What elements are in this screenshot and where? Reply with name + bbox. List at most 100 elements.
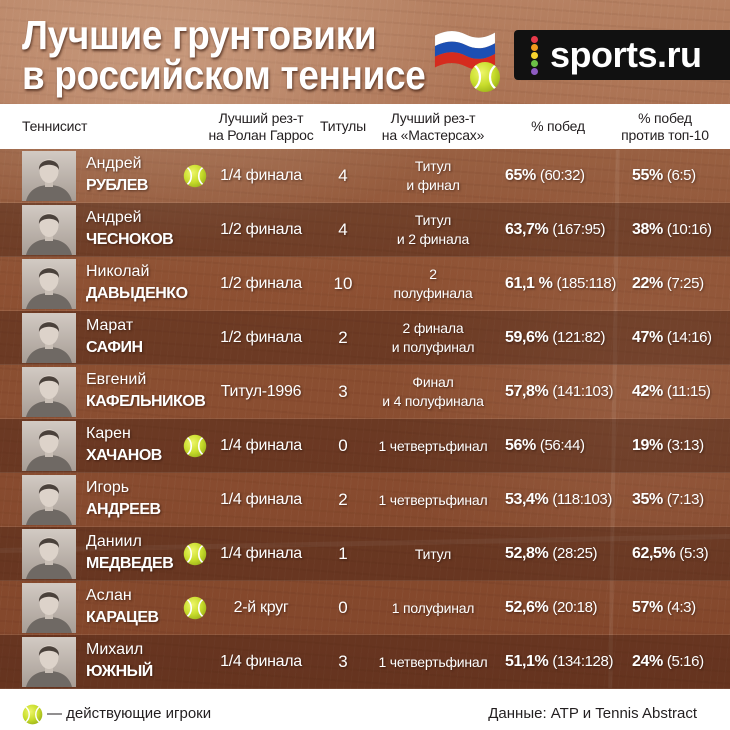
- column-header-win-percent: % побед: [508, 104, 608, 149]
- win-loss-record: (20:18): [552, 599, 598, 616]
- win-loss-record: (118:103): [552, 491, 612, 508]
- win-percent-cell: 56% (56:44): [505, 419, 585, 473]
- player-first-name: Даниил: [86, 533, 142, 550]
- top10-win-percent-cell: 55% (6:5): [632, 149, 696, 203]
- table-header: Теннисист Лучший рез-т на Ролан Гаррос Т…: [0, 104, 730, 149]
- player-first-name: Карен: [86, 425, 131, 442]
- player-last-name: ДАВЫДЕНКО: [86, 285, 188, 302]
- win-percent: 59,6%: [505, 329, 549, 346]
- column-header-label: % побед: [531, 118, 585, 134]
- titles-count: 4: [338, 220, 348, 239]
- top10-win-percent-cell: 35% (7:13): [632, 473, 704, 527]
- win-percent-cell: 53,4% (118:103): [505, 473, 612, 527]
- win-percent-cell: 63,7% (167:95): [505, 203, 605, 257]
- win-percent: 51,1%: [505, 653, 549, 670]
- player-last-name: КАФЕЛЬНИКОВ: [86, 393, 206, 410]
- logo-dot: [531, 36, 538, 43]
- win-percent: 56%: [505, 437, 536, 454]
- win-loss-record: (56:44): [539, 437, 585, 454]
- titles-count: 1: [338, 544, 348, 563]
- top10-win-percent: 38%: [632, 221, 663, 238]
- titles-count: 3: [338, 382, 348, 401]
- best-masters-result: 1 четвертьфинал: [378, 653, 488, 670]
- player-first-name: Михаил: [86, 641, 144, 658]
- legend-active-players: — действующие игроки: [47, 705, 212, 722]
- win-loss-record: (28:25): [552, 545, 598, 562]
- player-photo: [22, 529, 76, 579]
- page-title-line-1: Лучшие грунтовики: [22, 12, 377, 58]
- titles-count: 0: [338, 598, 348, 617]
- win-percent: 52,8%: [505, 545, 549, 562]
- masters-cell: Финал и 4 полуфинала: [368, 365, 498, 419]
- masters-cell: 1 четвертьфинал: [368, 419, 498, 473]
- best-masters-result: 2 финала и полуфинал: [391, 320, 475, 355]
- win-percent-cell: 51,1% (134:128): [505, 635, 613, 689]
- top10-win-percent: 57%: [632, 599, 663, 616]
- player-last-name: МЕДВЕДЕВ: [86, 555, 174, 572]
- player-first-name: Андрей: [86, 155, 142, 172]
- best-roland-garros-result: 1/2 финала: [220, 329, 302, 346]
- top10-win-percent-cell: 38% (10:16): [632, 203, 712, 257]
- top10-win-percent: 19%: [632, 437, 663, 454]
- top10-win-loss-record: (4:3): [666, 599, 696, 616]
- top10-win-loss-record: (11:15): [666, 383, 711, 400]
- top10-win-percent-cell: 24% (5:16): [632, 635, 704, 689]
- player-photo: [22, 583, 76, 633]
- titles-count: 3: [338, 652, 348, 671]
- win-percent-cell: 65% (60:32): [505, 149, 585, 203]
- table-row: Даниил МЕДВЕДЕВ 1/4 финала 1 Титул 52,8% (28:…: [0, 527, 730, 581]
- logo-dot: [531, 60, 538, 67]
- best-roland-garros-result: 1/2 финала: [220, 221, 302, 238]
- top10-win-percent: 42%: [632, 383, 663, 400]
- best-masters-result: 2 полуфинала: [393, 266, 473, 301]
- player-last-name: ХАЧАНОВ: [86, 447, 162, 464]
- win-percent: 63,7%: [505, 221, 549, 238]
- column-header-label: Лучший рез-т на Ролан Гаррос: [208, 109, 314, 143]
- top10-win-percent-cell: 19% (3:13): [632, 419, 704, 473]
- player-last-name: САФИН: [86, 339, 143, 356]
- top10-win-loss-record: (5:16): [666, 653, 704, 670]
- titles-count: 0: [338, 436, 348, 455]
- player-photo: [22, 475, 76, 525]
- win-percent-cell: 61,1 % (185:118): [505, 257, 616, 311]
- top10-win-loss-record: (10:16): [666, 221, 712, 238]
- footer: — действующие игроки Данные: ATP и Tenni…: [0, 689, 730, 730]
- player-first-name: Марат: [86, 317, 134, 334]
- win-percent-cell: 57,8% (141:103): [505, 365, 613, 419]
- column-header-label: Теннисист: [22, 118, 88, 134]
- best-masters-result: Титул и финал: [406, 158, 460, 193]
- top10-win-percent: 55%: [632, 167, 663, 184]
- page-title: Лучшие грунтовики в российском теннисе: [22, 12, 426, 98]
- best-roland-garros-result: 2-й круг: [233, 599, 289, 616]
- top10-win-percent-cell: 57% (4:3): [632, 581, 696, 635]
- top10-win-loss-record: (7:25): [666, 275, 704, 292]
- tennis-ball-icon: [22, 704, 43, 725]
- best-roland-garros-result: 1/4 финала: [220, 437, 302, 454]
- player-last-name: КАРАЦЕВ: [86, 609, 159, 626]
- masters-cell: 2 финала и полуфинал: [368, 311, 498, 365]
- top10-win-loss-record: (3:13): [666, 437, 704, 454]
- player-photo: [22, 367, 76, 417]
- player-last-name: РУБЛЕВ: [86, 177, 148, 194]
- table-row: Игорь АНДРЕЕВ 1/4 финала 2 1 четвертьфинал 53…: [0, 473, 730, 527]
- top10-win-percent-cell: 47% (14:16): [632, 311, 712, 365]
- masters-cell: 1 четвертьфинал: [368, 473, 498, 527]
- player-photo: [22, 205, 76, 255]
- column-header-label: Лучший рез-т на «Мастерсах»: [381, 109, 485, 143]
- logo-dot: [531, 44, 538, 51]
- best-roland-garros-result: 1/4 финала: [220, 653, 302, 670]
- win-percent-cell: 52,8% (28:25): [505, 527, 598, 581]
- win-loss-record: (134:128): [552, 653, 614, 670]
- page-title-line-2: в российском теннисе: [22, 52, 426, 98]
- column-header-top10-win-percent: % побед против топ-10: [602, 104, 728, 149]
- top10-win-percent-cell: 62,5% (5:3): [632, 527, 709, 581]
- win-loss-record: (121:82): [552, 329, 606, 346]
- win-percent: 57,8%: [505, 383, 549, 400]
- best-roland-garros-result: 1/4 финала: [220, 491, 302, 508]
- titles-count: 4: [338, 166, 348, 185]
- table-row: Михаил ЮЖНЫЙ 1/4 финала 3 1 четвертьфинал 51,…: [0, 635, 730, 689]
- player-first-name: Евгений: [86, 371, 147, 388]
- win-loss-record: (167:95): [552, 221, 606, 238]
- masters-cell: 1 четвертьфинал: [368, 635, 498, 689]
